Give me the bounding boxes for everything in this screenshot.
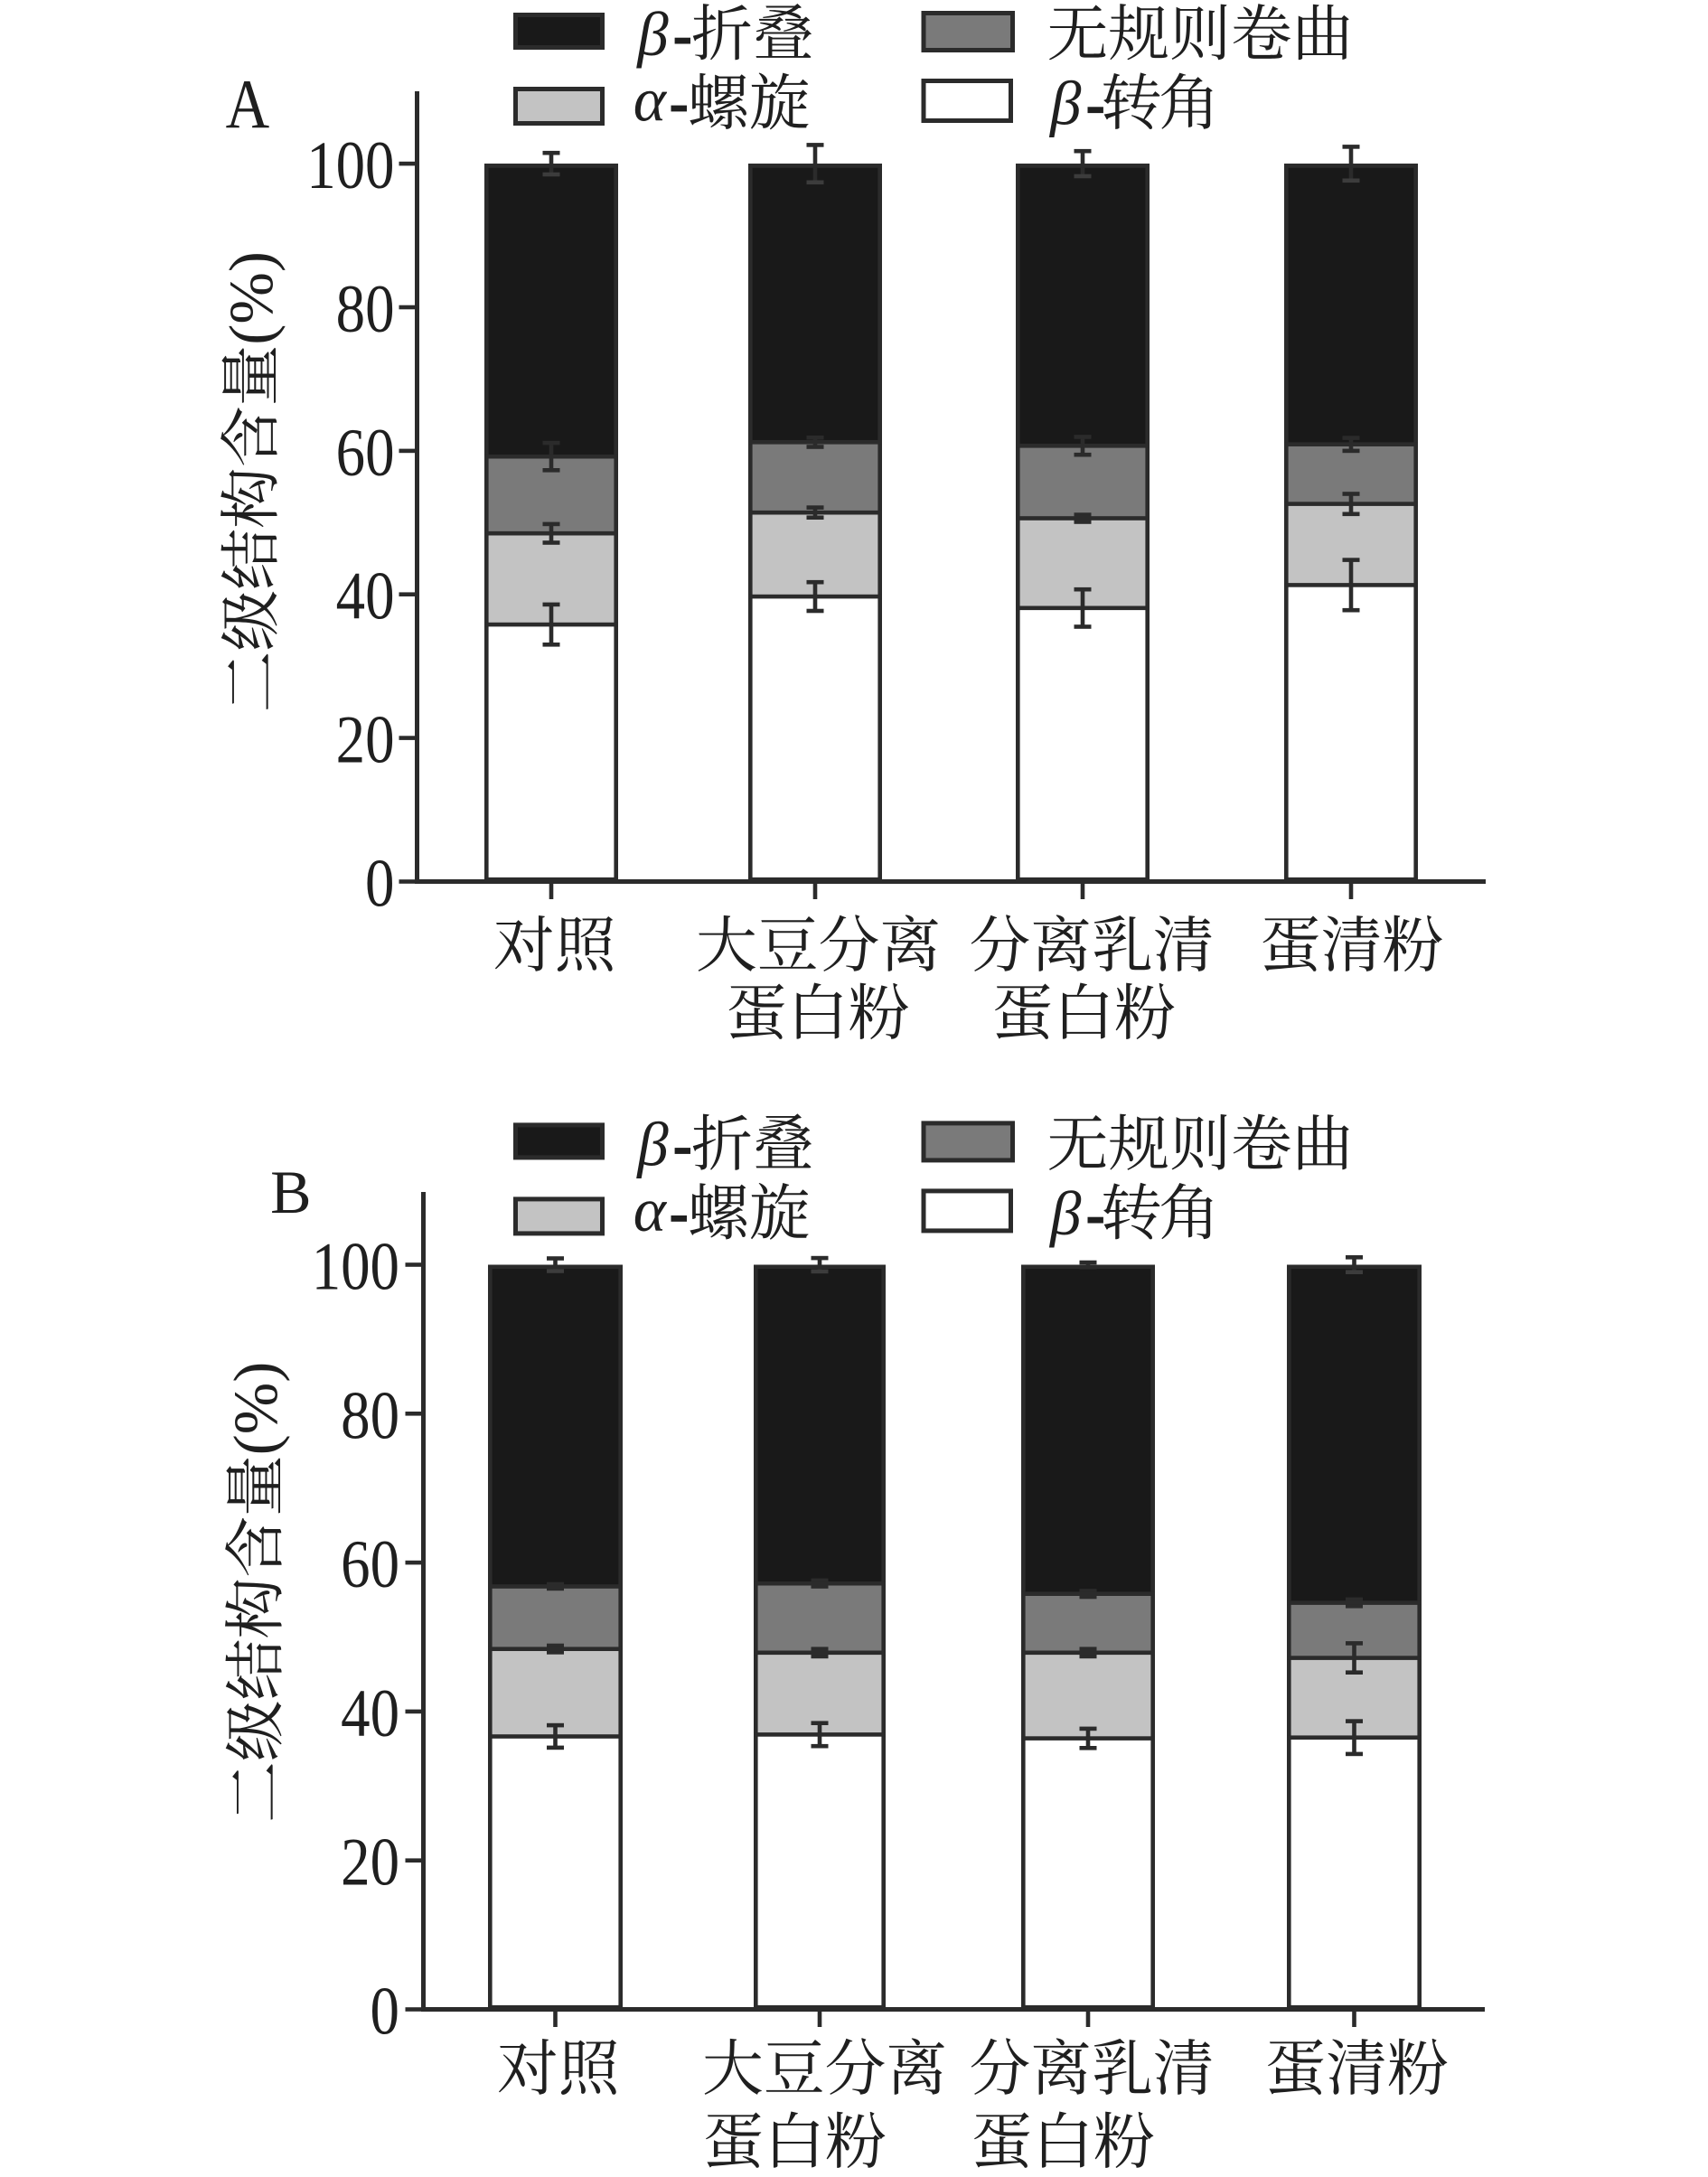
- svg-text:40: 40: [341, 1677, 399, 1751]
- svg-text:(%): (%): [221, 1362, 290, 1455]
- svg-text:100: 100: [312, 1230, 399, 1304]
- svg-text:40: 40: [336, 559, 395, 633]
- svg-text:80: 80: [341, 1379, 399, 1453]
- svg-text:A: A: [226, 66, 270, 143]
- svg-text:20: 20: [341, 1825, 399, 1900]
- svg-text:60: 60: [336, 417, 395, 491]
- svg-text:(%): (%): [217, 251, 286, 344]
- svg-text:β: β: [1048, 1179, 1082, 1248]
- svg-text:80: 80: [336, 273, 395, 347]
- svg-text:β: β: [635, 1110, 669, 1178]
- svg-text:β: β: [635, 0, 669, 69]
- svg-text:α: α: [633, 1176, 668, 1244]
- svg-text:β: β: [1048, 70, 1082, 138]
- svg-text:100: 100: [306, 129, 394, 203]
- svg-text:α: α: [633, 66, 668, 135]
- svg-text:60: 60: [341, 1528, 399, 1602]
- svg-text:B: B: [270, 1158, 311, 1226]
- svg-text:0: 0: [371, 1975, 399, 2049]
- svg-text:20: 20: [336, 703, 395, 777]
- svg-text:0: 0: [365, 847, 394, 921]
